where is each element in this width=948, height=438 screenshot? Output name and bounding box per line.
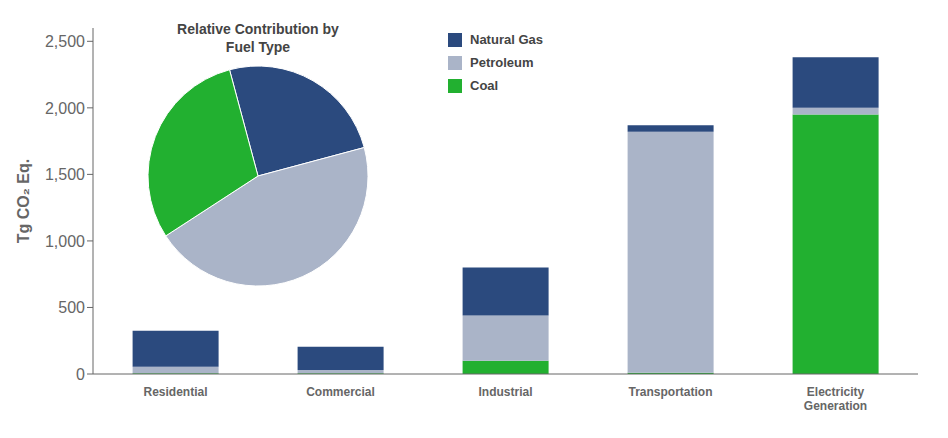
svg-text:0: 0: [76, 366, 85, 383]
html-text:Petroleum: Petroleum: [470, 55, 534, 70]
svg-text:2,000: 2,000: [45, 100, 85, 117]
svg-text:Industrial: Industrial: [478, 385, 532, 399]
html-text:Relative Contribution by Fuel: Relative Contribution by Fuel Type: [177, 21, 339, 55]
svg-text:Transportation: Transportation: [628, 385, 712, 399]
svg-text:Tg CO₂ Eq.: Tg CO₂ Eq.: [15, 159, 32, 243]
svg-text:Residential: Residential: [143, 385, 207, 399]
svg-text:1,000: 1,000: [45, 233, 85, 250]
svg-text:2,500: 2,500: [45, 33, 85, 50]
svg-text:500: 500: [58, 299, 85, 316]
html-text:Coal: Coal: [470, 78, 499, 93]
svg-text:Commercial: Commercial: [306, 385, 375, 399]
svg-text:1,500: 1,500: [45, 166, 85, 183]
svg-text:ElectricityGeneration: ElectricityGeneration: [804, 385, 867, 413]
html-text:Natural Gas: Natural Gas: [470, 32, 543, 47]
